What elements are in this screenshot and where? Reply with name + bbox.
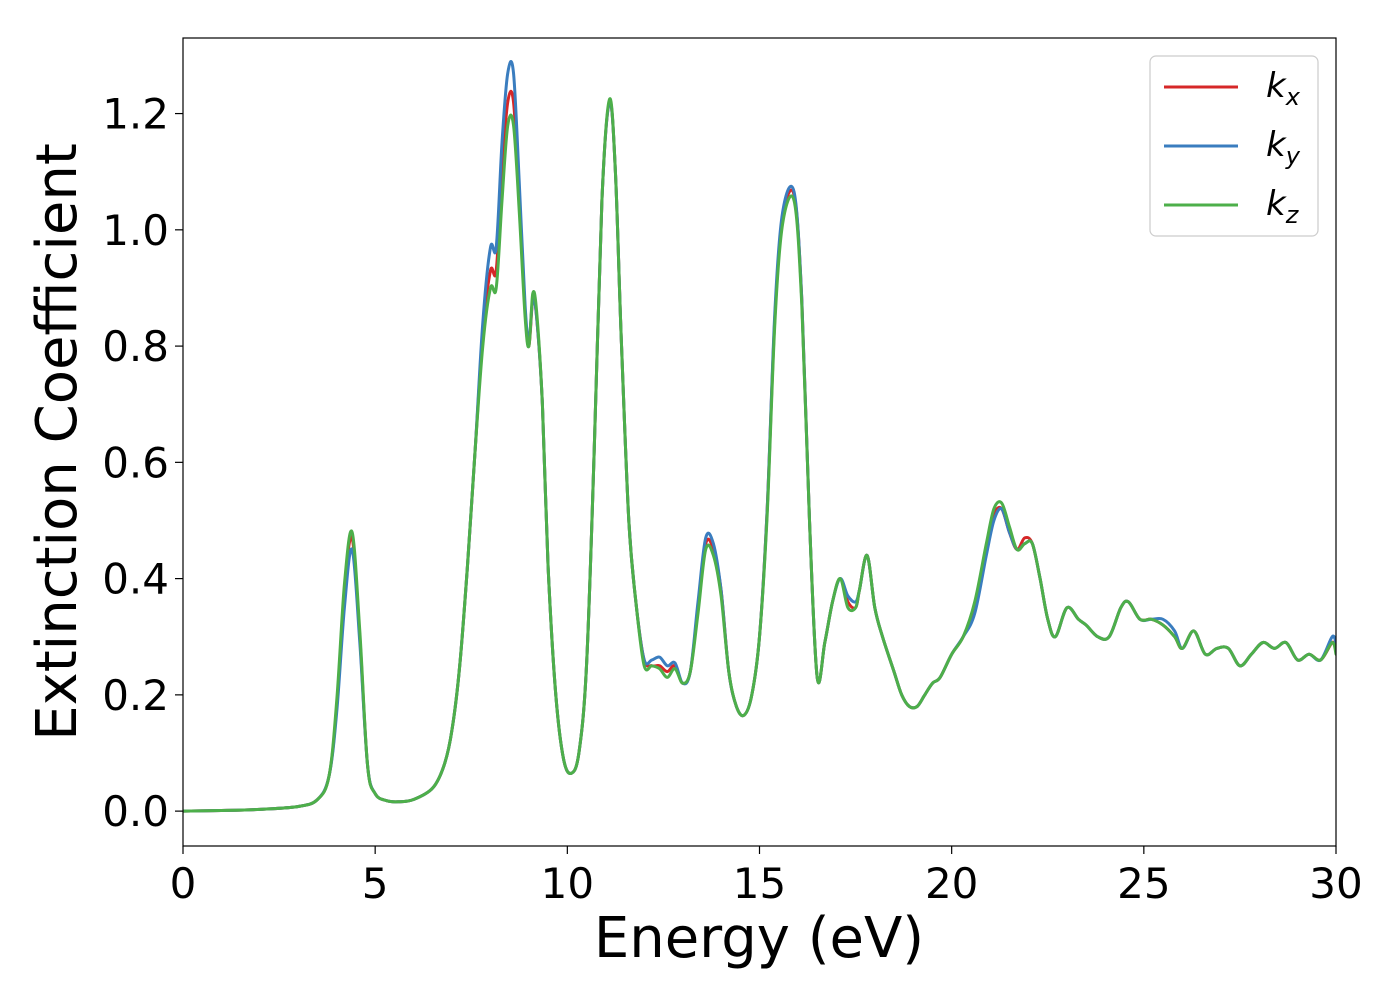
x-tick-label: 25 <box>1117 859 1170 908</box>
x-axis-title: Energy (eV) <box>594 906 924 971</box>
y-tick-label: 0.0 <box>102 787 169 836</box>
x-tick-label: 30 <box>1309 859 1362 908</box>
x-tick-label: 0 <box>170 859 197 908</box>
y-tick-label: 0.8 <box>102 322 169 371</box>
y-tick-label: 0.2 <box>102 671 169 720</box>
legend-label-z: kz <box>1266 184 1300 229</box>
legend: kx ky kz <box>1149 55 1319 237</box>
y-axis-title: Extinction Coefficient <box>25 143 90 741</box>
ticks-layer: 0 5 10 15 20 25 30 0.0 0.2 0.4 0.6 0.8 1.0 1.2 <box>102 90 1363 908</box>
legend-label-x: kx <box>1266 66 1301 111</box>
y-tick-label: 1.2 <box>102 90 169 139</box>
x-tick-label: 5 <box>362 859 389 908</box>
legend-label-y: ky <box>1266 125 1301 170</box>
x-tick-label: 10 <box>541 859 594 908</box>
y-tick-label: 0.6 <box>102 438 169 487</box>
x-tick-label: 15 <box>733 859 786 908</box>
plot-layer <box>183 60 1336 813</box>
x-tick-label: 20 <box>925 859 978 908</box>
legend-items: kx ky kz <box>1164 66 1301 229</box>
series-line-3 <box>183 97 1336 813</box>
y-tick-label: 1.0 <box>102 206 169 255</box>
y-tick-label: 0.4 <box>102 555 169 604</box>
